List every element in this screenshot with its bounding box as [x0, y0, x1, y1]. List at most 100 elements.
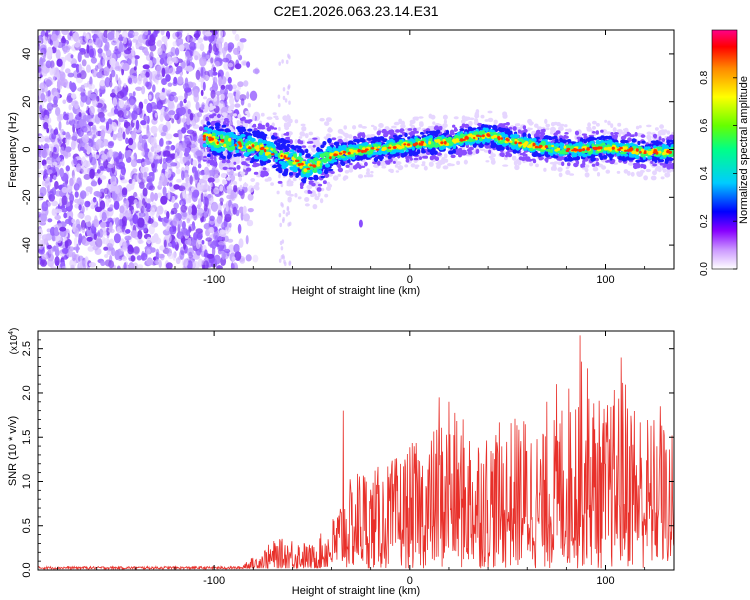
noise-dot [217, 236, 223, 241]
ridge-dot [320, 175, 325, 179]
ridge-dot [592, 125, 596, 130]
noise-dot [69, 31, 73, 37]
noise-dot [242, 213, 250, 222]
noise-dot [190, 82, 197, 88]
noise-dot [173, 133, 180, 138]
ridge-dot [287, 198, 292, 203]
noise-dot [110, 181, 118, 192]
noise-dot [233, 47, 240, 56]
ridge-dot [207, 163, 211, 167]
ridge-dot [442, 165, 449, 170]
noise-dot [246, 91, 250, 100]
noise-dot [121, 187, 128, 196]
noise-dot [90, 180, 98, 187]
ridge-dot [666, 136, 672, 140]
noise-dot [200, 89, 204, 97]
noise-dot [245, 235, 249, 245]
noise-dot [146, 236, 152, 244]
ridge-dot [636, 171, 641, 176]
noise-dot [159, 138, 163, 147]
ridge-dot [423, 165, 428, 171]
noise-dot [169, 67, 176, 75]
ridge-dot [270, 182, 274, 186]
ridge-dot [348, 134, 353, 139]
noise-dot [189, 41, 197, 51]
noise-dot [113, 233, 121, 244]
noise-dot [61, 266, 67, 269]
noise-dot [287, 53, 290, 58]
noise-dot [206, 253, 215, 259]
noise-dot [216, 94, 220, 103]
ridge-dot [502, 124, 506, 128]
noise-dot [180, 250, 185, 256]
noise-dot [95, 65, 99, 71]
noise-dot [122, 131, 126, 140]
noise-dot [278, 61, 282, 66]
noise-dot [97, 231, 101, 237]
noise-dot [109, 243, 113, 249]
noise-dot [50, 33, 58, 42]
noise-dot [179, 100, 183, 108]
noise-dot [51, 234, 56, 242]
ridge-dot [563, 139, 567, 144]
ridge-dot [434, 125, 439, 130]
noise-dot [190, 143, 197, 149]
noise-dot [117, 110, 124, 118]
ridge-dot [246, 112, 251, 118]
noise-dot [159, 92, 166, 101]
noise-dot [192, 189, 200, 198]
noise-dot [154, 142, 158, 149]
noise-dot [132, 38, 138, 43]
noise-dot [38, 156, 42, 165]
noise-dot [51, 46, 57, 54]
noise-dot [47, 244, 52, 250]
noise-dot [223, 41, 229, 52]
ridge-dot [391, 125, 397, 129]
ridge-dot [307, 153, 311, 157]
ridge-dot [333, 141, 340, 146]
noise-dot [159, 113, 164, 122]
noise-dot [92, 197, 97, 203]
ridge-dot [556, 122, 561, 127]
noise-dot [89, 152, 93, 163]
ridge-dot [300, 132, 306, 137]
noise-dot [53, 91, 58, 96]
ridge-dot [592, 166, 599, 172]
ridge-dot [308, 131, 314, 136]
ridge-dot [364, 161, 368, 167]
noise-dot [46, 102, 54, 111]
noise-dot [148, 224, 155, 235]
ridge-dot [202, 96, 208, 100]
noise-dot [138, 46, 145, 51]
noise-dot [142, 64, 150, 70]
noise-dot [56, 113, 62, 122]
ridge-dot [312, 137, 318, 140]
noise-dot [278, 213, 282, 218]
noise-dot [118, 99, 125, 109]
noise-dot [39, 71, 43, 76]
ridge-dot [404, 164, 409, 168]
ridge-dot [618, 157, 624, 161]
ridge-dot [271, 164, 278, 169]
noise-dot [155, 74, 163, 81]
noise-dot [40, 47, 47, 55]
noise-dot [88, 262, 97, 268]
noise-dot [139, 70, 145, 81]
noise-dot [219, 30, 224, 38]
noise-dot [288, 100, 291, 105]
ridge-dot [221, 124, 227, 128]
noise-dot [59, 167, 64, 178]
noise-dot [146, 102, 153, 114]
noise-dot [171, 240, 176, 249]
noise-dot [118, 151, 122, 160]
noise-dot [88, 39, 94, 46]
noise-dot [97, 30, 101, 38]
ridge-dot [640, 163, 645, 169]
noise-dot [227, 76, 232, 84]
ridge-dot [640, 169, 644, 175]
noise-dot [41, 234, 49, 241]
noise-dot [197, 207, 204, 216]
noise-dot [157, 253, 165, 259]
ridge-dot [641, 140, 646, 144]
noise-dot [130, 230, 138, 238]
